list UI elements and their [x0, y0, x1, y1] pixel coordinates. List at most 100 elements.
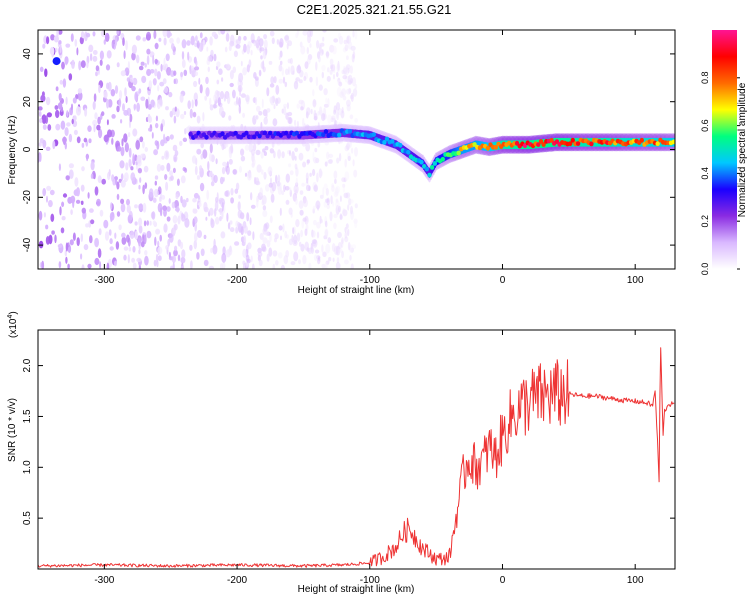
- noise-blob: [333, 105, 337, 113]
- noise-blob: [209, 104, 214, 111]
- noise-blob: [214, 200, 219, 211]
- noise-blob: [146, 230, 152, 239]
- noise-blob: [225, 165, 228, 172]
- noise-blob: [140, 153, 146, 159]
- snr-x-label: Height of straight line (km): [298, 584, 415, 595]
- noise-blob: [327, 159, 333, 164]
- noise-blob: [269, 30, 275, 37]
- noise-blob: [123, 50, 126, 60]
- noise-blob: [306, 159, 311, 164]
- noise-blob: [138, 88, 142, 94]
- noise-blob: [132, 246, 136, 253]
- noise-blob: [338, 35, 344, 45]
- noise-blob: [243, 35, 247, 41]
- noise-blob: [152, 54, 155, 65]
- noise-blob: [196, 115, 201, 124]
- noise-blob: [348, 198, 352, 206]
- noise-blob: [282, 76, 286, 84]
- ridge-core: [655, 141, 660, 147]
- noise-blob: [157, 246, 163, 255]
- ridge-core: [188, 131, 193, 137]
- noise-blob: [246, 44, 251, 55]
- noise-blob: [209, 143, 213, 154]
- noise-blob: [53, 35, 60, 43]
- noise-blob: [65, 43, 71, 48]
- noise-blob: [225, 32, 230, 42]
- noise-blob: [109, 212, 115, 221]
- x-tick-label: -100: [360, 275, 380, 286]
- noise-blob: [80, 60, 86, 68]
- noise-blob: [45, 96, 51, 106]
- noise-blob: [311, 248, 315, 253]
- noise-blob: [250, 255, 253, 263]
- noise-blob: [71, 103, 73, 111]
- noise-blob: [232, 89, 236, 99]
- noise-blob: [344, 158, 348, 168]
- noise-blob: [334, 187, 339, 196]
- noise-blob: [290, 261, 296, 266]
- noise-blob: [322, 186, 325, 197]
- noise-blob: [228, 44, 232, 52]
- noise-blob: [194, 165, 198, 176]
- noise-blob: [269, 215, 273, 224]
- noise-blob: [337, 32, 342, 39]
- noise-blob: [328, 153, 334, 158]
- ridge-core: [371, 132, 376, 138]
- noise-blob: [55, 123, 61, 131]
- noise-blob: [169, 170, 174, 176]
- noise-blob: [135, 165, 139, 170]
- noise-blob: [221, 77, 224, 82]
- noise-blob: [156, 71, 161, 80]
- noise-blob: [337, 79, 342, 85]
- x-tick-label: 0: [500, 575, 506, 586]
- noise-blob: [180, 265, 185, 269]
- noise-blob: [89, 53, 93, 62]
- noise-blob: [193, 239, 197, 250]
- noise-blob: [276, 39, 280, 45]
- noise-blob: [76, 237, 80, 247]
- ridge-core: [268, 130, 273, 136]
- noise-blob: [220, 30, 226, 35]
- noise-blob: [237, 221, 241, 228]
- noise-blob: [165, 181, 169, 191]
- y-tick-label: -40: [22, 237, 33, 252]
- noise-blob: [235, 39, 241, 45]
- ridge-core: [257, 133, 262, 139]
- y-tick-label: 0: [22, 146, 33, 152]
- noise-blob: [42, 43, 46, 49]
- noise-blob: [159, 196, 162, 202]
- noise-blob: [68, 163, 74, 169]
- colorbar-gradient: [712, 30, 737, 269]
- noise-blob: [308, 262, 312, 269]
- noise-blob: [314, 249, 320, 254]
- noise-blob: [208, 207, 214, 216]
- x-tick-label: -300: [94, 575, 114, 586]
- noise-blob: [114, 85, 119, 94]
- noise-blob: [169, 134, 174, 140]
- noise-blob: [337, 108, 343, 116]
- noise-blob: [176, 206, 180, 213]
- noise-blob: [68, 133, 73, 143]
- noise-blob: [104, 32, 110, 43]
- noise-blob: [331, 115, 336, 120]
- noise-blob: [287, 116, 292, 124]
- noise-blob: [66, 110, 69, 117]
- noise-blob: [122, 37, 125, 46]
- noise-blob: [235, 226, 239, 234]
- noise-blob: [325, 188, 329, 196]
- noise-blob: [51, 230, 55, 235]
- noise-blob: [93, 93, 97, 102]
- noise-blob: [333, 111, 339, 119]
- ridge-core: [204, 134, 209, 140]
- noise-blob: [301, 182, 305, 187]
- noise-blob: [134, 91, 138, 102]
- noise-blob: [133, 104, 136, 111]
- ridge-core: [671, 139, 675, 145]
- noise-blob: [246, 64, 250, 73]
- noise-blob: [224, 190, 229, 197]
- noise-blob: [183, 111, 187, 115]
- noise-blob: [278, 225, 283, 231]
- svg-text:(x104): (x104): [7, 311, 19, 338]
- noise-blob: [213, 238, 216, 249]
- noise-blob: [191, 155, 197, 164]
